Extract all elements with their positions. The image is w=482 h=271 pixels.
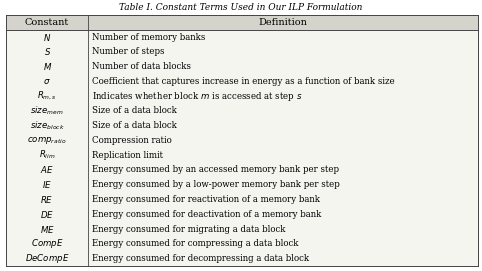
Text: $DE$: $DE$ (40, 209, 54, 220)
Text: Energy consumed for compressing a data block: Energy consumed for compressing a data b… (93, 239, 299, 248)
Text: Number of memory banks: Number of memory banks (93, 33, 206, 41)
Text: $comp_{ratio}$: $comp_{ratio}$ (27, 135, 67, 146)
Bar (6, 15, 478, 30)
Text: $M$: $M$ (42, 61, 52, 72)
Text: Energy consumed for decompressing a data block: Energy consumed for decompressing a data… (93, 254, 309, 263)
Text: $DeCompE$: $DeCompE$ (25, 252, 69, 265)
Text: Energy consumed for migrating a data block: Energy consumed for migrating a data blo… (93, 225, 286, 234)
Text: Indicates whether block $m$ is accessed at step $s$: Indicates whether block $m$ is accessed … (93, 90, 303, 103)
Text: $IE$: $IE$ (42, 179, 52, 190)
Text: $size_{block}$: $size_{block}$ (30, 120, 65, 132)
Text: Energy consumed by a low-power memory bank per step: Energy consumed by a low-power memory ba… (93, 180, 340, 189)
Text: Constant: Constant (25, 18, 69, 27)
Text: Size of a data block: Size of a data block (93, 107, 177, 115)
Text: $R_{m,s}$: $R_{m,s}$ (37, 90, 57, 102)
Text: Table I. Constant Terms Used in Our ILP Formulation: Table I. Constant Terms Used in Our ILP … (120, 3, 362, 12)
Text: Coefficient that captures increase in energy as a function of bank size: Coefficient that captures increase in en… (93, 77, 395, 86)
Text: Number of steps: Number of steps (93, 47, 165, 56)
Text: Energy consumed by an accessed memory bank per step: Energy consumed by an accessed memory ba… (93, 166, 339, 175)
Text: $S$: $S$ (43, 46, 51, 57)
Text: Energy consumed for deactivation of a memory bank: Energy consumed for deactivation of a me… (93, 210, 321, 219)
Text: Definition: Definition (259, 18, 308, 27)
Text: $\sigma$: $\sigma$ (43, 77, 51, 86)
Text: $AE$: $AE$ (40, 164, 54, 176)
Text: Energy consumed for reactivation of a memory bank: Energy consumed for reactivation of a me… (93, 195, 321, 204)
Text: $size_{mem}$: $size_{mem}$ (30, 105, 64, 117)
Text: Replication limit: Replication limit (93, 151, 163, 160)
Text: $N$: $N$ (43, 31, 51, 43)
Text: $CompE$: $CompE$ (31, 237, 64, 250)
Text: Size of a data block: Size of a data block (93, 121, 177, 130)
Text: $RE$: $RE$ (40, 194, 54, 205)
Text: $ME$: $ME$ (40, 224, 54, 235)
Text: $R_{lim}$: $R_{lim}$ (39, 149, 55, 162)
Text: Compression ratio: Compression ratio (93, 136, 172, 145)
Text: Number of data blocks: Number of data blocks (93, 62, 191, 71)
